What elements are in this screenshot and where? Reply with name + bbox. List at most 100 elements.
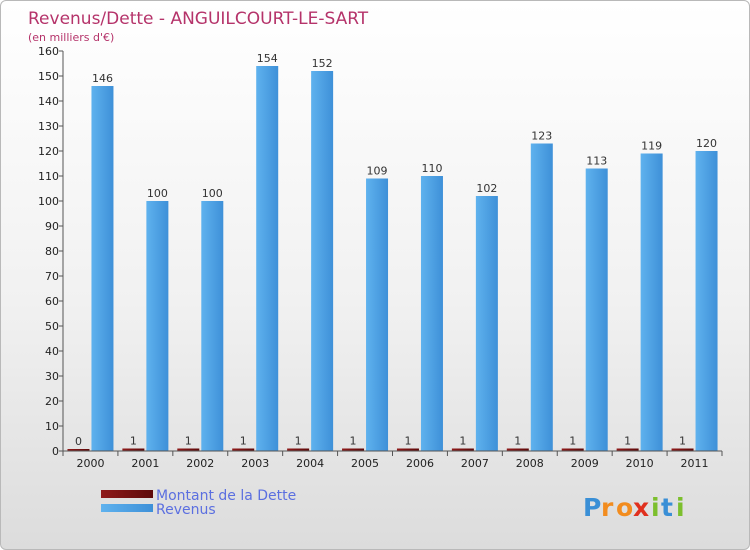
data-label-debt-2009: 1 xyxy=(569,435,576,448)
legend: Montant de la Dette Revenus xyxy=(101,488,296,518)
data-label-debt-2005: 1 xyxy=(350,435,357,448)
bars xyxy=(67,66,718,451)
data-label-debt-2008: 1 xyxy=(514,435,521,448)
data-label-debt-2003: 1 xyxy=(240,435,247,448)
data-label-debt-2011: 1 xyxy=(679,435,686,448)
bar-debt-2011 xyxy=(671,448,694,451)
x-tick-label: 2005 xyxy=(351,457,379,470)
legend-swatch-debt xyxy=(101,490,153,498)
bar-revenus-2007 xyxy=(475,196,498,451)
bar-revenus-2002 xyxy=(201,201,224,451)
y-tick-label: 10 xyxy=(45,420,59,433)
x-tick-label: 2010 xyxy=(626,457,654,470)
y-tick-label: 80 xyxy=(45,245,59,258)
data-label-revenus-2009: 113 xyxy=(586,155,607,168)
y-tick-label: 0 xyxy=(52,445,59,458)
x-tick-label: 2006 xyxy=(406,457,434,470)
bar-revenus-2006 xyxy=(420,176,443,451)
y-tick-label: 130 xyxy=(38,120,59,133)
y-tick-label: 150 xyxy=(38,70,59,83)
logo-letter: t xyxy=(661,493,673,522)
x-tick-label: 2007 xyxy=(461,457,489,470)
legend-item-debt: Montant de la Dette xyxy=(101,488,296,504)
y-tick-label: 40 xyxy=(45,345,59,358)
bar-revenus-2000 xyxy=(91,86,114,451)
data-label-revenus-2001: 100 xyxy=(147,187,168,200)
x-tick-label: 2000 xyxy=(76,457,104,470)
bar-debt-2009 xyxy=(561,448,584,451)
data-label-debt-2010: 1 xyxy=(624,435,631,448)
data-label-debt-2006: 1 xyxy=(404,435,411,448)
bar-revenus-2001 xyxy=(146,201,169,451)
logo-letter: P xyxy=(583,493,601,522)
data-label-revenus-2003: 154 xyxy=(257,52,278,65)
y-tick-label: 100 xyxy=(38,195,59,208)
bar-revenus-2005 xyxy=(366,178,389,451)
chart-subtitle: (en milliers d'€) xyxy=(28,31,114,44)
bar-debt-2001 xyxy=(122,448,145,451)
logo-letter: i xyxy=(676,493,685,522)
bar-revenus-2009 xyxy=(585,168,608,451)
y-tick-label: 30 xyxy=(45,370,59,383)
x-tick-label: 2008 xyxy=(516,457,544,470)
bar-debt-2005 xyxy=(342,448,365,451)
x-tick-label: 2001 xyxy=(131,457,159,470)
y-tick-label: 140 xyxy=(38,95,59,108)
y-tick-label: 70 xyxy=(45,270,59,283)
bar-revenus-2003 xyxy=(256,66,279,451)
bar-debt-2004 xyxy=(287,448,310,451)
bar-revenus-2008 xyxy=(530,143,553,451)
legend-swatch-revenus xyxy=(101,504,153,512)
x-tick-label: 2003 xyxy=(241,457,269,470)
y-axis: 0 10 20 30 40 50 60 70 80 90 100 110 120 130 140 150 160 xyxy=(38,45,64,458)
data-label-revenus-2006: 110 xyxy=(421,162,442,175)
bar-debt-2008 xyxy=(506,448,529,451)
x-tick-label: 2004 xyxy=(296,457,324,470)
logo-letter: x xyxy=(633,493,649,522)
data-label-revenus-2004: 152 xyxy=(312,57,333,70)
bar-revenus-2010 xyxy=(640,153,663,451)
y-tick-label: 50 xyxy=(45,320,59,333)
data-label-debt-2007: 1 xyxy=(459,435,466,448)
chart-title: Revenus/Dette - ANGUILCOURT-LE-SART xyxy=(28,9,369,29)
bar-revenus-2011 xyxy=(695,151,718,451)
data-label-debt-2002: 1 xyxy=(185,435,192,448)
bar-debt-2010 xyxy=(616,448,639,451)
y-tick-label: 120 xyxy=(38,145,59,158)
data-labels: 0 146 1 100 1 100 1 154 1 152 1 109 1 110 1 102 1 123 1 113… xyxy=(75,52,717,448)
bar-debt-2006 xyxy=(396,448,419,451)
data-label-revenus-2007: 102 xyxy=(476,182,497,195)
legend-label-revenus: Revenus xyxy=(156,502,216,518)
bar-debt-2000 xyxy=(67,449,90,451)
bar-debt-2002 xyxy=(177,448,200,451)
y-tick-label: 90 xyxy=(45,220,59,233)
y-tick-label: 20 xyxy=(45,395,59,408)
x-tick-label: 2002 xyxy=(186,457,214,470)
legend-label-debt: Montant de la Dette xyxy=(156,488,296,504)
data-label-revenus-2010: 119 xyxy=(641,140,662,153)
x-axis: 2000 2001 2002 2003 2004 2005 2006 2007 2008 2009… xyxy=(62,450,723,470)
y-tick-label: 160 xyxy=(38,45,59,58)
data-label-debt-2004: 1 xyxy=(295,435,302,448)
bar-revenus-2004 xyxy=(311,71,334,451)
x-tick-label: 2009 xyxy=(571,457,599,470)
data-label-debt-2000: 0 xyxy=(75,435,82,448)
data-label-debt-2001: 1 xyxy=(130,435,137,448)
data-label-revenus-2005: 109 xyxy=(367,165,388,178)
logo-letter: r xyxy=(601,493,614,522)
data-label-revenus-2000: 146 xyxy=(92,72,113,85)
y-tick-label: 60 xyxy=(45,295,59,308)
bar-debt-2007 xyxy=(451,448,474,451)
logo-letter: o xyxy=(616,493,633,522)
data-label-revenus-2008: 123 xyxy=(531,130,552,143)
data-label-revenus-2011: 120 xyxy=(696,137,717,150)
bar-debt-2003 xyxy=(232,448,255,451)
data-label-revenus-2002: 100 xyxy=(202,187,223,200)
x-tick-label: 2011 xyxy=(681,457,709,470)
legend-item-revenus: Revenus xyxy=(101,502,216,518)
logo-letter: i xyxy=(651,493,660,522)
y-tick-label: 110 xyxy=(38,170,59,183)
